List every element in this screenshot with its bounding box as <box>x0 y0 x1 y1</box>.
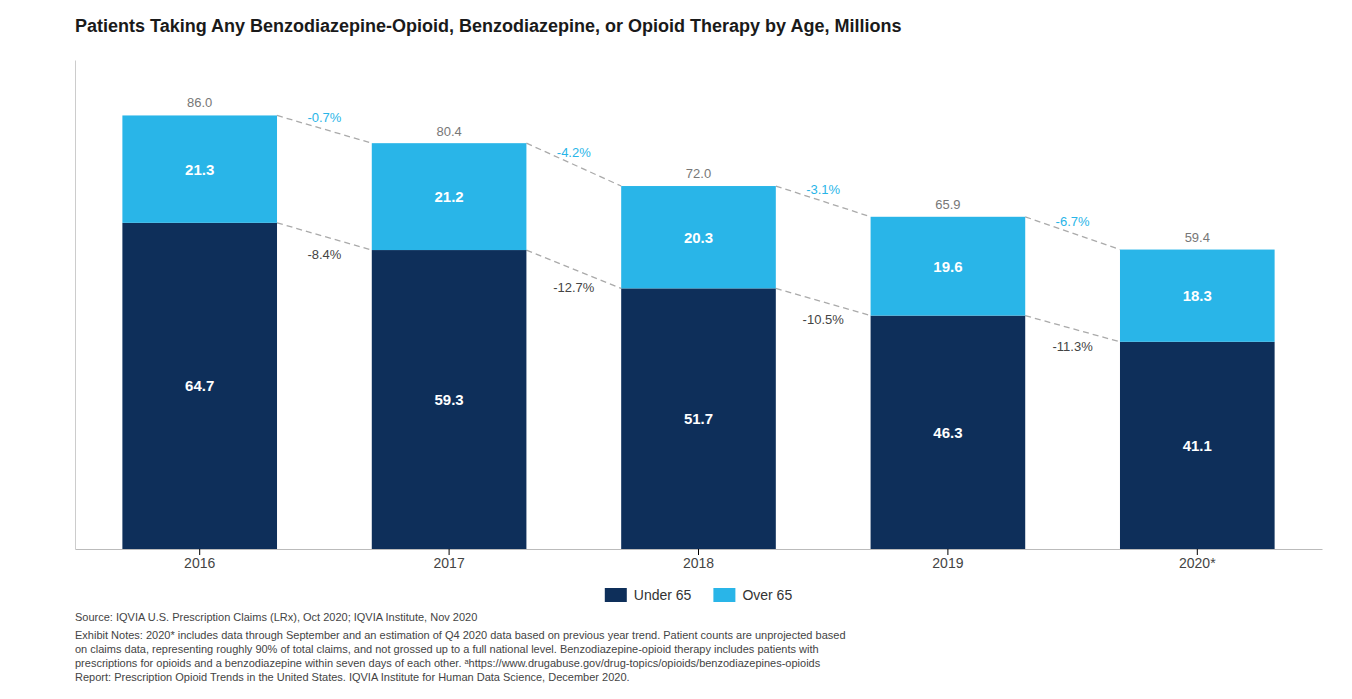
data-label: 19.6 <box>933 258 962 275</box>
data-label: 41.1 <box>1183 437 1212 454</box>
source: Source: IQVIA U.S. Prescription Claims (… <box>75 611 477 623</box>
bar <box>122 115 277 222</box>
bar <box>621 186 776 288</box>
x-tick-label: 2018 <box>683 555 714 571</box>
note: Report: Prescription Opioid Trends in th… <box>75 671 630 683</box>
change-label: -4.2% <box>557 145 591 160</box>
total-label: 59.4 <box>1185 230 1210 245</box>
change-label: -12.7% <box>553 280 595 295</box>
x-tick: 2019 <box>932 549 963 571</box>
note: prescriptions for opioids and a benzodia… <box>75 657 821 669</box>
data-label: 21.3 <box>185 161 214 178</box>
data-label: 21.2 <box>434 188 463 205</box>
plot: 2016 2017 2018 2019 2020* 64.7 59.3 51.7 46.3 41.… <box>76 61 1323 571</box>
x-axis: 2016 2017 2018 2019 2020* <box>76 549 1323 571</box>
connector-line <box>526 143 621 186</box>
data-label: 20.3 <box>684 229 713 246</box>
x-tick-label: 2020* <box>1179 555 1216 571</box>
legend-item: Under 65 <box>605 587 692 603</box>
title: Patients Taking Any Benzodiazepine-Opioi… <box>75 16 901 36</box>
x-tick: 2017 <box>434 549 465 571</box>
data-label: 46.3 <box>933 424 962 441</box>
change-label: -6.7% <box>1056 214 1090 229</box>
note: on claims data, representing roughly 90%… <box>75 643 819 655</box>
legend-swatch <box>605 588 627 602</box>
bar <box>871 316 1026 549</box>
x-tick: 2016 <box>184 549 215 571</box>
legend-label: Over 65 <box>742 587 792 603</box>
bar-series <box>122 115 1274 341</box>
total-label: 72.0 <box>686 166 711 181</box>
x-tick: 2018 <box>683 549 714 571</box>
x-tick: 2020* <box>1179 549 1216 571</box>
x-tick-label: 2016 <box>184 555 215 571</box>
total-label: 80.4 <box>436 124 461 139</box>
bar <box>122 223 277 549</box>
change-label: -3.1% <box>806 182 840 197</box>
legend-swatch <box>713 588 735 602</box>
change-label: -0.7% <box>307 110 341 125</box>
legend-label: Under 65 <box>634 587 692 603</box>
bar <box>372 250 527 549</box>
bar <box>372 143 527 250</box>
bar <box>621 288 776 549</box>
connector-line <box>1025 316 1120 342</box>
legend-item: Over 65 <box>713 587 792 603</box>
labels: 64.7 59.3 51.7 46.3 41.1 21.3 21.2 20.3 19.6 18.3… <box>185 95 1212 453</box>
legend: Under 65 Over 65 <box>605 587 793 603</box>
bar <box>1120 250 1275 342</box>
bar <box>1120 342 1275 549</box>
data-label: 64.7 <box>185 377 214 394</box>
change-label: -8.4% <box>307 247 341 262</box>
y-axis <box>75 61 76 550</box>
note: Exhibit Notes: 2020* includes data throu… <box>75 629 846 641</box>
data-label: 18.3 <box>1183 287 1212 304</box>
data-label: 59.3 <box>434 391 463 408</box>
y-axis-line <box>75 61 76 550</box>
bar <box>871 217 1026 316</box>
change-label: -10.5% <box>803 312 845 327</box>
change-label: -11.3% <box>1052 339 1093 354</box>
x-tick-label: 2019 <box>932 555 963 571</box>
total-label: 86.0 <box>187 95 212 110</box>
chart: Patients Taking Any Benzodiazepine-Opioi… <box>0 0 1352 699</box>
total-label: 65.9 <box>935 197 960 212</box>
marks <box>122 115 1274 549</box>
data-label: 51.7 <box>684 410 713 427</box>
x-tick-label: 2017 <box>434 555 465 571</box>
footer: Source: IQVIA U.S. Prescription Claims (… <box>75 611 846 683</box>
